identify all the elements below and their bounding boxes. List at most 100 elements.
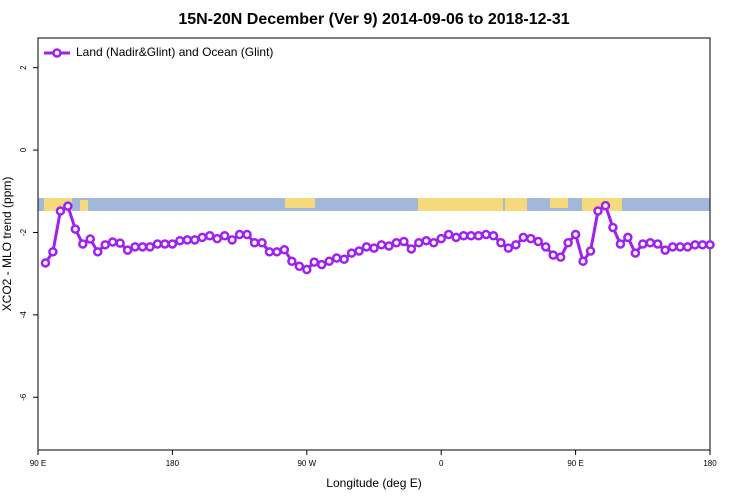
data-point <box>287 256 297 267</box>
data-point <box>346 248 357 258</box>
data-point <box>563 238 573 248</box>
data-point <box>145 242 155 252</box>
data-point <box>458 231 469 241</box>
data-point <box>481 229 491 240</box>
data-point <box>667 242 678 252</box>
x-tick-label: 90 E <box>567 459 583 468</box>
data-point <box>376 240 387 250</box>
land-patch <box>550 198 568 208</box>
x-tick-label: 90 W <box>297 459 316 468</box>
data-point <box>675 242 685 252</box>
data-point <box>421 235 432 246</box>
x-tick-label: 0 <box>439 459 444 468</box>
data-point <box>302 264 312 275</box>
legend-marker <box>52 48 62 58</box>
data-point <box>294 261 305 271</box>
data-point <box>316 259 327 270</box>
data-point <box>257 238 267 248</box>
x-tick-label: 180 <box>166 459 180 468</box>
data-point <box>182 235 193 245</box>
data-point <box>473 231 484 241</box>
data-point <box>55 206 66 216</box>
data-point <box>361 242 372 252</box>
data-point <box>279 245 290 255</box>
data-point <box>705 240 715 250</box>
data-point <box>85 234 96 244</box>
data-point <box>436 233 446 244</box>
land-patch <box>80 200 88 211</box>
data-point <box>197 232 208 243</box>
land-patch <box>418 198 503 211</box>
data-point <box>354 246 364 256</box>
data-point <box>160 239 170 249</box>
data-point <box>107 237 118 247</box>
data-point <box>414 238 424 248</box>
data-point <box>391 238 402 248</box>
y-tick-label: 0 <box>19 147 28 152</box>
data-point <box>466 231 476 241</box>
ocean-strip <box>38 198 710 211</box>
data-point <box>488 231 499 241</box>
data-point <box>339 254 349 264</box>
data-point <box>645 238 656 248</box>
data-point <box>630 248 641 258</box>
data-point <box>137 242 148 252</box>
data-point <box>309 257 320 267</box>
y-tick-label: -6 <box>19 393 28 401</box>
data-point <box>682 242 693 252</box>
data-point <box>518 232 529 243</box>
y-tick-label: 2 <box>19 65 28 70</box>
map-strip <box>38 198 710 211</box>
data-point <box>608 222 618 233</box>
data-point <box>122 245 133 255</box>
data-point <box>92 247 103 257</box>
data-point <box>585 246 596 256</box>
x-axis-label: Longitude (deg E) <box>326 476 421 490</box>
data-point <box>219 231 230 241</box>
x-tick-label: 90 E <box>30 459 46 468</box>
data-point <box>548 250 558 260</box>
data-point <box>249 238 260 248</box>
data-point <box>638 239 648 249</box>
land-patch <box>285 198 315 208</box>
data-point <box>70 224 81 234</box>
data-point <box>570 229 581 240</box>
data-point <box>615 239 626 249</box>
data-point <box>324 256 334 267</box>
data-point <box>526 233 536 244</box>
data-point <box>264 247 275 257</box>
data-point <box>496 238 506 248</box>
data-point <box>190 235 200 245</box>
data-point <box>623 232 633 243</box>
x-tick-label: 180 <box>703 459 717 468</box>
y-tick-label: -2 <box>19 228 28 236</box>
data-point <box>100 240 110 250</box>
data-point <box>451 232 461 243</box>
data-point <box>234 229 245 240</box>
data-point <box>204 231 215 241</box>
data-point <box>533 236 544 247</box>
data-point <box>555 252 566 262</box>
series-line <box>44 203 710 272</box>
data-point <box>384 241 394 251</box>
data-point <box>212 233 222 244</box>
data-point <box>503 243 514 253</box>
y-tick-label: -4 <box>19 311 28 319</box>
land-patch <box>505 198 527 211</box>
data-point <box>227 235 237 245</box>
data-point <box>690 240 700 250</box>
data-point <box>242 229 252 240</box>
data-point <box>272 247 282 257</box>
data-point <box>697 240 708 250</box>
data-point <box>78 239 88 249</box>
legend-label: Land (Nadir&Glint) and Ocean (Glint) <box>76 45 273 59</box>
y-axis-label: XCO2 - MLO trend (ppm) <box>0 177 14 312</box>
data-point <box>406 244 417 254</box>
data-point <box>578 256 588 267</box>
chart-title: 15N-20N December (Ver 9) 2014-09-06 to 2… <box>178 11 569 28</box>
data-point <box>593 206 603 216</box>
data-point <box>511 240 521 250</box>
data-point <box>428 238 439 248</box>
data-point <box>130 242 140 252</box>
